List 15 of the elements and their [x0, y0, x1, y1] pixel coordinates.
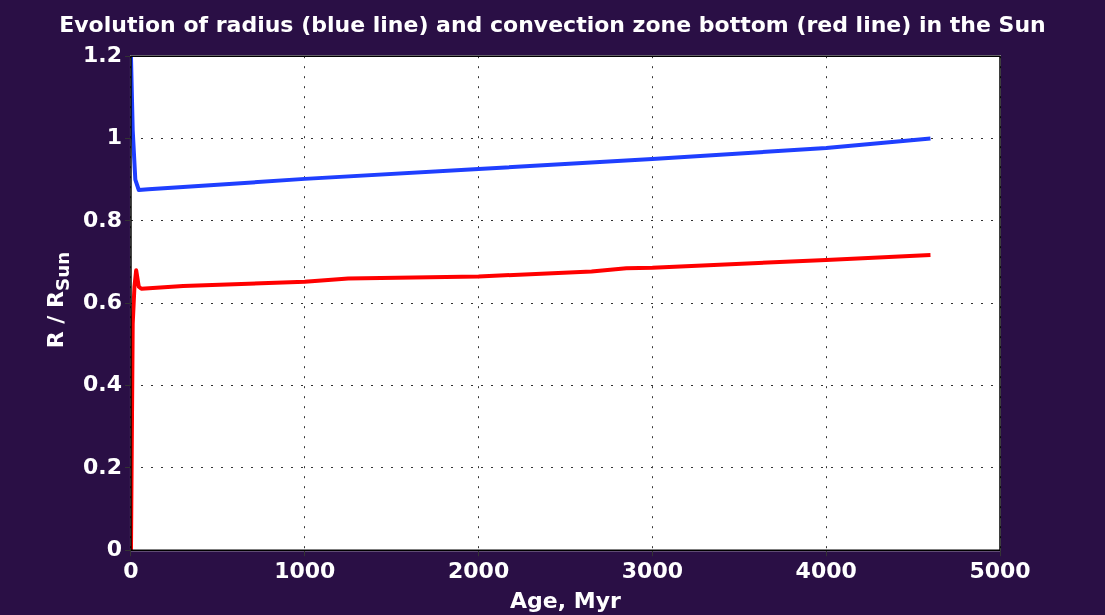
chart-title: Evolution of radius (blue line) and convection zone bottom (red line) in the Sun [58, 12, 1047, 37]
x-tick-label: 0 [123, 558, 139, 584]
x-tick-label: 5000 [969, 558, 1031, 584]
y-tick-label: 0.2 [82, 453, 122, 479]
y-tick-label: 0.6 [82, 288, 122, 314]
x-tick-label: 3000 [621, 558, 684, 584]
y-tick-label: 0.8 [82, 206, 122, 232]
x-tick-label: 4000 [795, 558, 857, 584]
x-tick-label: 1000 [274, 558, 336, 584]
y-tick-label: 1 [106, 124, 122, 150]
y-tick-label: 1.2 [82, 41, 122, 67]
x-axis-title: Age, Myr [510, 587, 622, 613]
x-tick-label: 2000 [447, 558, 510, 584]
y-tick-label: 0.4 [82, 371, 122, 397]
y-tick-label: 0 [106, 535, 122, 561]
